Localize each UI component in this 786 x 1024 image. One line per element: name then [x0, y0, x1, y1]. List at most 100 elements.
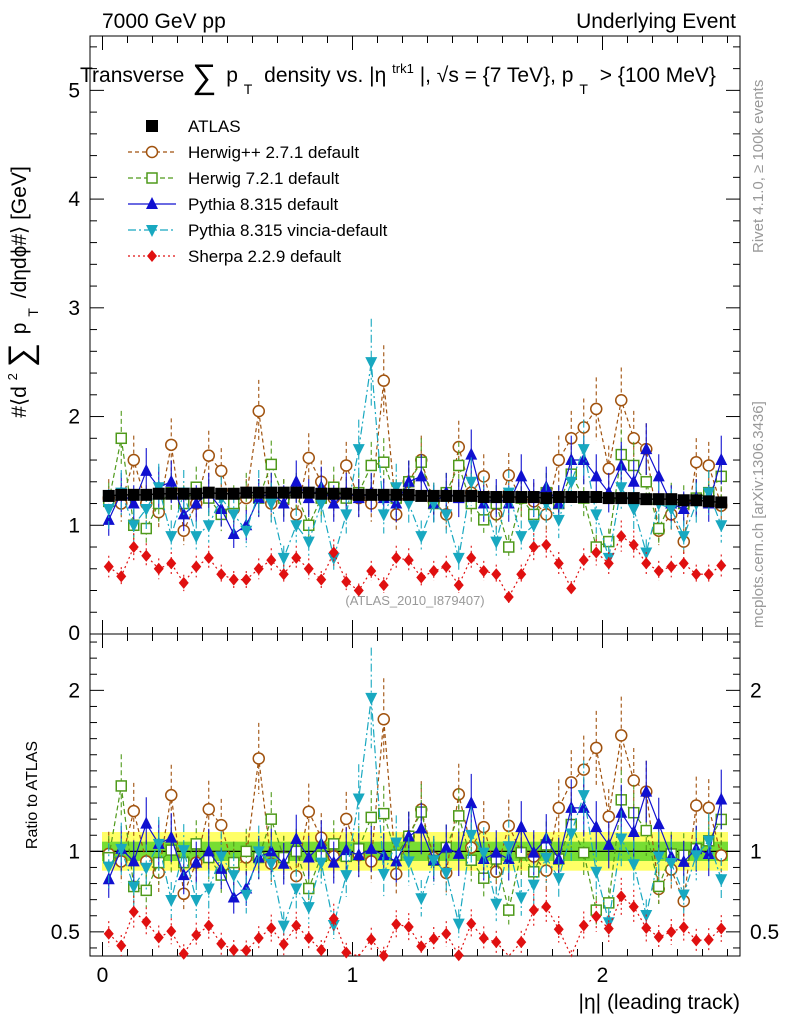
- ratio-point-herwig-2-7-1-default: [702, 801, 715, 815]
- ratio-line-pythia-8-315-vincia-default: [108, 697, 722, 928]
- ratio-point-sherpa-2-2-9-default: [428, 932, 439, 945]
- data-point-atlas: [615, 492, 628, 505]
- ratio-point-pythia-8-315-vincia-default: [515, 892, 528, 905]
- data-point-herwig-2-7-1-default: [377, 374, 390, 387]
- ratio-point-sherpa-2-2-9-default: [366, 933, 377, 946]
- ratio-point-sherpa-2-2-9-default: [216, 937, 227, 950]
- main-series-sherpa-2-2-9-default: [103, 520, 727, 604]
- ratio-y-tick-label-left: 1: [68, 840, 80, 863]
- ratio-line-sherpa-2-2-9-default: [108, 895, 722, 958]
- data-point-pythia-8-315-vincia-default: [552, 514, 565, 527]
- data-point-atlas: [365, 488, 378, 501]
- data-point-atlas: [265, 486, 278, 499]
- main-y-axis-label: #⟨d 2 ∑ p T /dηdϕ#⟩ [GeV]: [0, 166, 43, 418]
- ratio-point-sherpa-2-2-9-default: [191, 928, 202, 941]
- ratio-point-sherpa-2-2-9-default: [178, 947, 189, 960]
- ratio-point-pythia-8-315-vincia-default: [152, 838, 165, 851]
- x-tick-label: 2: [597, 964, 609, 987]
- title-part5: > {100 MeV}: [600, 64, 716, 87]
- data-point-pythia-8-315-vincia-default: [490, 536, 503, 549]
- ratio-series-pythia-8-315-vincia-default: [102, 647, 728, 940]
- ratio-y-tick-label-right: 1: [750, 840, 762, 863]
- data-point-atlas: [215, 487, 228, 500]
- data-point-atlas: [527, 491, 540, 504]
- title-part2: p: [226, 64, 238, 87]
- ratio-point-pythia-8-315-vincia-default: [377, 868, 390, 881]
- legend: ATLAS Herwig++ 2.7.1 default Herwig 7.2.1 …: [128, 117, 388, 266]
- ratio-point-pythia-8-315-default: [302, 850, 315, 863]
- data-point-atlas: [590, 491, 603, 504]
- data-point-pythia-8-315-default: [402, 474, 415, 487]
- data-point-sherpa-2-2-9-default: [716, 559, 727, 572]
- ratio-point-pythia-8-315-vincia-default: [527, 879, 540, 892]
- data-point-sherpa-2-2-9-default: [516, 568, 527, 581]
- ratio-point-pythia-8-315-default: [290, 831, 303, 844]
- data-point-atlas: [577, 491, 590, 504]
- data-point-pythia-8-315-vincia-default: [577, 444, 590, 457]
- ratio-point-pythia-8-315-vincia-default: [577, 790, 590, 803]
- data-point-atlas: [240, 486, 253, 499]
- ratio-point-pythia-8-315-default: [277, 856, 290, 869]
- data-point-sherpa-2-2-9-default: [103, 560, 114, 573]
- ylabel-rest: /dηdϕ#⟩ [GeV]: [8, 166, 31, 298]
- ratio-point-herwig-2-7-1-default: [165, 788, 178, 802]
- ratio-point-pythia-8-315-default: [127, 854, 140, 867]
- ratio-point-herwig-2-7-1-default: [377, 713, 390, 726]
- data-point-sherpa-2-2-9-default: [191, 560, 202, 573]
- data-point-sherpa-2-2-9-default: [341, 575, 352, 588]
- legend-label: ATLAS: [188, 117, 241, 136]
- ratio-point-sherpa-2-2-9-default: [316, 943, 327, 956]
- data-point-atlas: [665, 493, 678, 506]
- ratio-point-sherpa-2-2-9-default: [141, 915, 152, 928]
- data-point-pythia-8-315-default: [627, 474, 640, 487]
- data-point-sherpa-2-2-9-default: [278, 568, 289, 581]
- ratio-point-pythia-8-315-vincia-default: [165, 895, 178, 908]
- ratio-point-pythia-8-315-vincia-default: [615, 833, 628, 846]
- data-point-pythia-8-315-vincia-default: [677, 531, 690, 544]
- data-point-pythia-8-315-vincia-default: [452, 552, 465, 565]
- ratio-point-herwig-7-2-1-default: [503, 904, 515, 916]
- data-point-pythia-8-315-vincia-default: [402, 498, 415, 511]
- data-point-pythia-8-315-vincia-default: [127, 520, 140, 533]
- title-part3: density vs. |η: [264, 64, 386, 87]
- data-point-pythia-8-315-default: [640, 442, 653, 455]
- data-point-atlas: [640, 493, 653, 506]
- ratio-point-pythia-8-315-vincia-default: [465, 829, 478, 842]
- data-point-atlas: [340, 487, 353, 500]
- ratio-point-pythia-8-315-vincia-default: [177, 845, 190, 858]
- data-point-atlas: [140, 488, 153, 501]
- legend-label: Herwig++ 2.7.1 default: [188, 143, 359, 162]
- data-point-sherpa-2-2-9-default: [353, 584, 364, 597]
- data-point-herwig-2-7-1-default: [127, 453, 140, 467]
- data-point-pythia-8-315-vincia-default: [277, 552, 290, 565]
- ratio-point-pythia-8-315-default: [352, 848, 365, 861]
- ratio-point-sherpa-2-2-9-default: [253, 932, 264, 945]
- ratio-point-sherpa-2-2-9-default: [103, 927, 114, 940]
- ratio-panel-series: [102, 647, 728, 962]
- data-point-sherpa-2-2-9-default: [153, 562, 164, 575]
- ratio-point-pythia-8-315-vincia-default: [702, 835, 715, 848]
- ratio-point-pythia-8-315-default: [590, 820, 603, 833]
- data-point-sherpa-2-2-9-default: [303, 562, 314, 575]
- data-point-herwig-7-2-1-default: [453, 459, 465, 472]
- data-point-sherpa-2-2-9-default: [641, 557, 652, 570]
- title-part4: |, √s = {7 TeV}, p: [420, 64, 574, 87]
- ratio-point-herwig-2-7-1-default: [552, 801, 565, 815]
- data-point-atlas: [540, 492, 553, 505]
- legend-marker: [146, 225, 158, 237]
- ratio-point-sherpa-2-2-9-default: [266, 922, 277, 935]
- data-point-pythia-8-315-vincia-default: [265, 498, 278, 511]
- data-point-herwig-2-7-1-default: [690, 455, 703, 469]
- ylabel-sum: ∑: [2, 343, 40, 367]
- ratio-point-pythia-8-315-vincia-default: [652, 851, 665, 864]
- x-tick-label: 0: [97, 964, 109, 987]
- data-point-pythia-8-315-default: [277, 496, 290, 509]
- ratio-point-sherpa-2-2-9-default: [616, 890, 627, 903]
- data-point-herwig-2-7-1-default: [302, 451, 315, 465]
- ratio-point-herwig-2-7-1-default: [602, 810, 615, 823]
- data-point-pythia-8-315-vincia-default: [465, 476, 478, 489]
- ratio-point-sherpa-2-2-9-default: [416, 940, 427, 953]
- ratio-point-pythia-8-315-default: [627, 825, 640, 838]
- data-point-pythia-8-315-vincia-default: [377, 509, 390, 522]
- ratio-point-sherpa-2-2-9-default: [241, 944, 252, 957]
